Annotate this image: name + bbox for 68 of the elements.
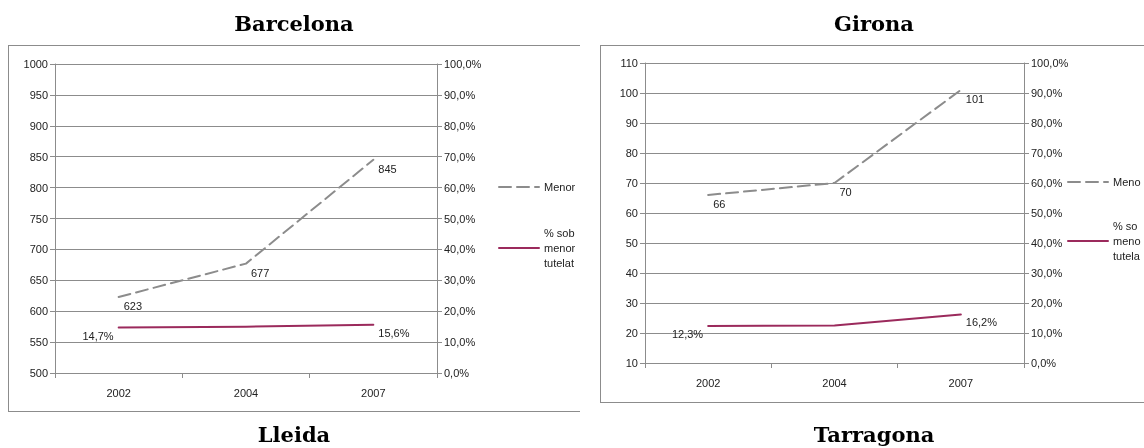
y-tick-label: 30 (625, 297, 638, 309)
y-tick-label: 110 (620, 57, 638, 69)
y-tick-label: 700 (29, 243, 48, 256)
y2-tick-label: 100,0% (444, 58, 482, 70)
legend-label: Menor (544, 181, 576, 193)
y2-tick-label: 80,0% (444, 119, 476, 132)
y-tick-label: 800 (29, 181, 48, 194)
data-label: 845 (378, 162, 397, 175)
x-tick-label: 2004 (822, 376, 847, 389)
y-tick-label: 40 (625, 267, 638, 279)
data-label: 14,7% (82, 329, 114, 342)
y-tick-label: 650 (29, 274, 48, 287)
y-tick-label: 70 (625, 177, 638, 189)
y2-tick-label: 10,0% (1031, 327, 1063, 339)
legend-label: Meno (1113, 176, 1141, 188)
y-tick-label: 80 (625, 147, 638, 159)
x-tick-label: 2002 (695, 376, 721, 389)
y2-tick-label: 60,0% (444, 181, 476, 194)
y2-tick-label: 30,0% (1031, 267, 1063, 279)
y2-tick-label: 70,0% (1031, 147, 1063, 159)
y-tick-label: 550 (29, 336, 48, 349)
y2-tick-label: 30,0% (444, 274, 476, 287)
y-tick-label: 50 (625, 237, 638, 249)
text: Lleida (257, 422, 331, 447)
data-label: 12,3% (671, 328, 704, 341)
y2-tick-label: 0,0% (1031, 357, 1057, 369)
y-tick-label: 900 (29, 119, 48, 132)
y2-tick-label: 70,0% (444, 150, 476, 163)
y-tick-label: 750 (29, 212, 48, 225)
y-tick-label: 1000 (23, 58, 48, 70)
y-tick-label: 20 (625, 327, 638, 339)
y-tick-label: 10 (625, 357, 638, 369)
data-label: 16,2% (965, 316, 998, 329)
text: Tarragona (813, 422, 935, 447)
y-tick-label: 600 (29, 305, 48, 318)
data-label: 66 (713, 198, 726, 210)
y-tick-label: 950 (29, 88, 48, 101)
y2-tick-label: 80,0% (1031, 117, 1063, 129)
x-tick-label: 2002 (106, 386, 131, 399)
chart-title: Barcelona (234, 11, 355, 36)
y2-tick-label: 40,0% (1031, 237, 1063, 249)
y2-tick-label: 40,0% (444, 243, 476, 256)
y2-tick-label: 60,0% (1031, 177, 1063, 189)
y2-tick-label: 20,0% (1031, 297, 1063, 309)
x-tick-label: 2004 (233, 386, 259, 399)
data-label: 677 (251, 266, 270, 279)
y-tick-label: 850 (29, 150, 48, 163)
y2-tick-label: 50,0% (1031, 207, 1063, 219)
legend-label: % sob menor tutelat (544, 227, 576, 269)
y-tick-label: 60 (625, 207, 638, 219)
y-tick-label: 500 (29, 367, 48, 379)
chart-title: Girona (834, 11, 915, 36)
data-label: 101 (965, 93, 985, 105)
data-label: 15,6% (378, 326, 410, 339)
data-label: 623 (123, 299, 143, 312)
y-tick-label: 90 (625, 117, 638, 129)
y2-tick-label: 10,0% (444, 336, 476, 349)
y2-tick-label: 0,0% (444, 367, 470, 379)
y2-tick-label: 100,0% (1031, 57, 1069, 69)
y2-tick-label: 50,0% (444, 212, 476, 225)
x-tick-label: 2007 (361, 386, 386, 399)
y-tick-label: 100 (619, 87, 638, 99)
y2-tick-label: 90,0% (1031, 87, 1063, 99)
y2-tick-label: 20,0% (444, 305, 476, 318)
y2-tick-label: 90,0% (444, 88, 476, 101)
data-label: 70 (839, 186, 852, 198)
x-tick-label: 2007 (948, 376, 974, 389)
legend-label: % so meno tutela (1113, 220, 1141, 262)
